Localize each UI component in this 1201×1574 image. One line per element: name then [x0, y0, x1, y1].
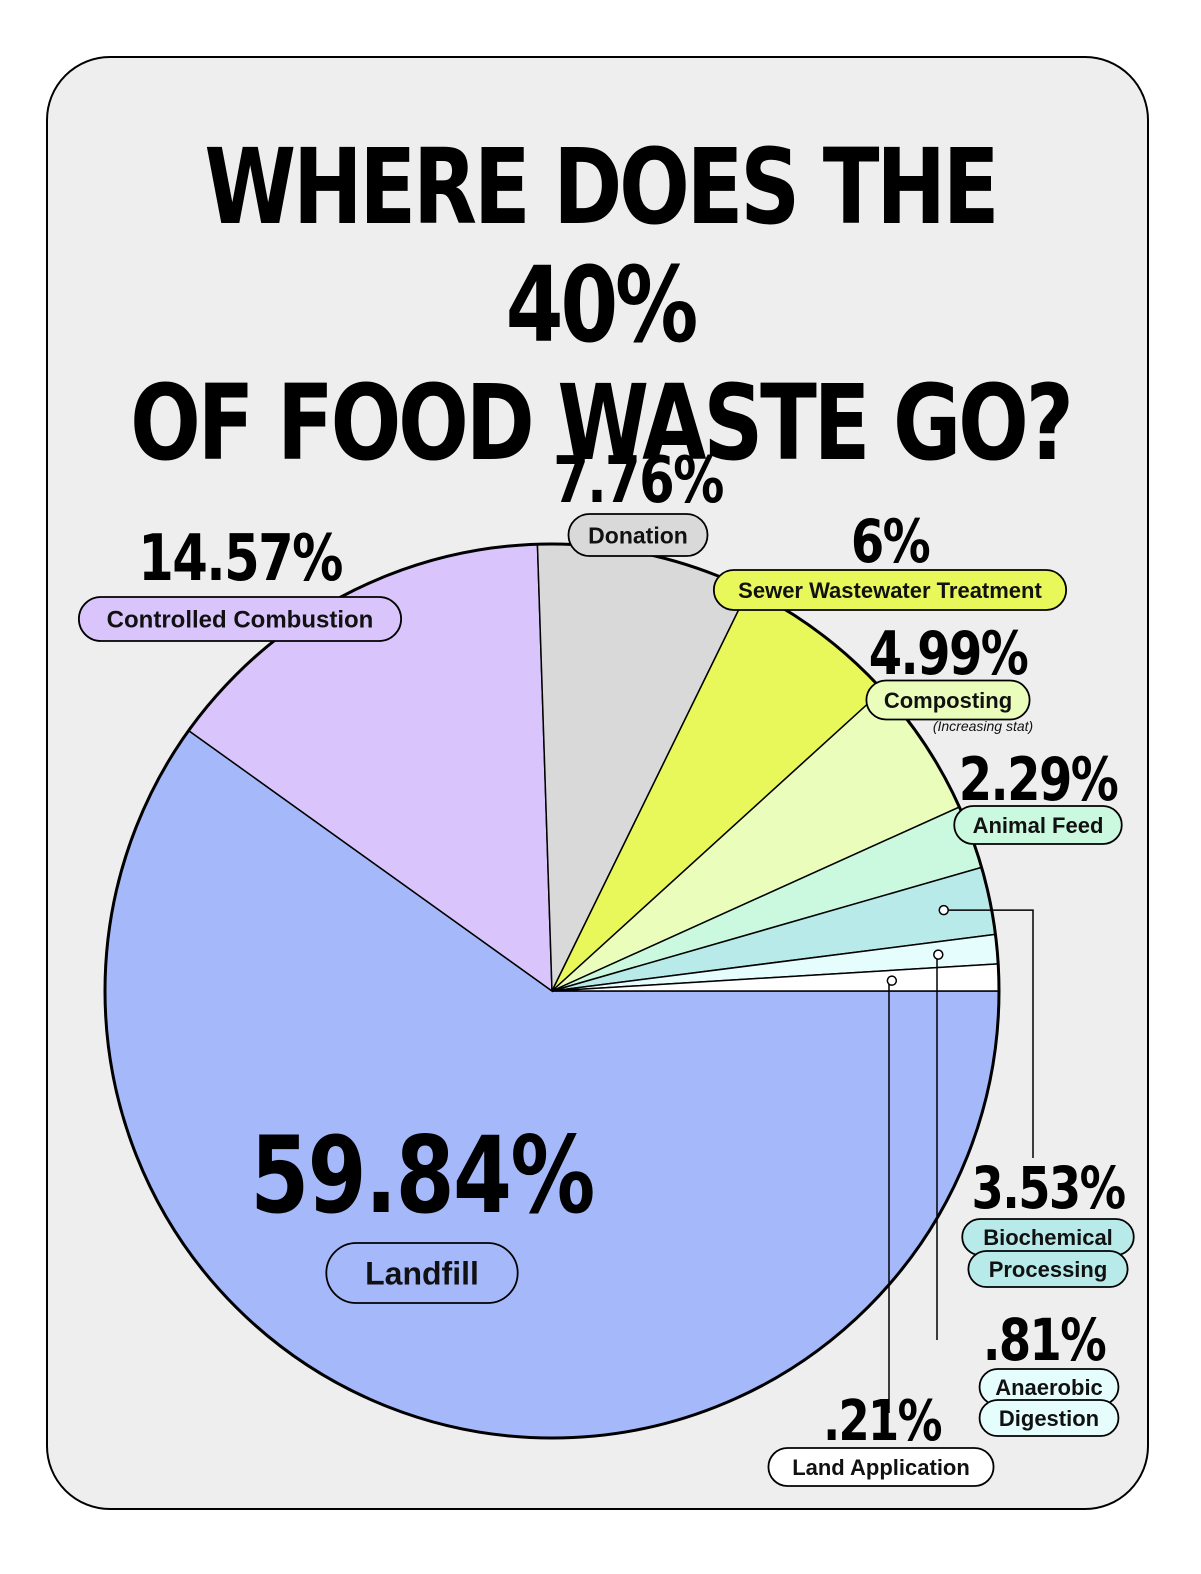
category-controlled-combustion: Controlled Combustion: [107, 607, 374, 634]
label-biochemical-processing: 3.53% Biochemical Processing: [961, 1155, 1135, 1288]
value-landfill: 59.84%: [250, 1114, 594, 1238]
label-pill-donation: [567, 513, 709, 557]
value-donation: 7.76%: [553, 442, 723, 517]
label-anaerobic-digestion: .81%Anaerobic Digestion: [978, 1307, 1120, 1437]
value-anaerobic-digestion: .81%: [983, 1307, 1105, 1374]
note-composting: (Increasing stat): [933, 718, 1033, 734]
category-animal-feed: Animal Feed: [973, 813, 1104, 838]
label-pill-anaerobic-digestion: [978, 1399, 1120, 1437]
category-sewer-wastewater-treatment: Sewer Wastewater Treatment: [738, 578, 1042, 603]
value-sewer-wastewater-treatment: 6%: [851, 507, 930, 577]
label-pill-landfill: [325, 1242, 519, 1304]
label-land-application: .21%Land Application: [767, 1388, 995, 1487]
pie-outline: [103, 542, 1001, 1440]
category-composting: Composting: [884, 688, 1012, 713]
title-line-2: OF FOOD WASTE GO?: [130, 362, 1074, 484]
leader-biochemical-processing: [943, 909, 1034, 1158]
value-animal-feed: 2.29%: [959, 745, 1118, 815]
category-landfill: Landfill: [365, 1256, 479, 1292]
slice-labels: 59.84% Landfill 14.57% Controlled Combustio…: [77, 442, 1135, 1487]
leader-dot-land-application: [886, 975, 898, 986]
label-pill-controlled-combustion: [77, 596, 403, 642]
label-controlled-combustion: 14.57% Controlled Combustion: [77, 520, 403, 642]
label-composting: 4.99%Composting (Increasing stat): [865, 619, 1033, 734]
leader-dot-anaerobic-digestion: [933, 949, 944, 960]
pie-slices: [103, 542, 1001, 1440]
label-landfill: 59.84% Landfill: [250, 1114, 595, 1304]
category-anaerobic-digestion: Anaerobic: [995, 1375, 1103, 1400]
label-pill-biochemical-processing: [967, 1250, 1129, 1288]
chart-title: WHERE DOES THE 40% OF FOOD WASTE GO?: [120, 128, 1081, 482]
category-anaerobic-digestion: Digestion: [999, 1406, 1099, 1431]
category-land-application: Land Application: [792, 1455, 970, 1480]
value-controlled-combustion: 14.57%: [138, 520, 342, 595]
title-line-1: WHERE DOES THE 40%: [204, 126, 999, 366]
label-pill-land-application: [767, 1447, 995, 1487]
label-pill-animal-feed: [953, 805, 1123, 845]
label-donation: 7.76% Donation: [553, 442, 725, 557]
value-biochemical-processing: 3.53%: [972, 1155, 1125, 1222]
label-sewer-wastewater-treatment: 6%Sewer Wastewater Treatment: [712, 507, 1068, 611]
category-biochemical-processing: Biochemical: [983, 1225, 1113, 1250]
label-animal-feed: 2.29%Animal Feed: [953, 745, 1123, 845]
label-pill-composting: [865, 679, 1031, 721]
value-composting: 4.99%: [869, 619, 1028, 689]
label-pill-sewer-wastewater-treatment: [712, 569, 1068, 611]
category-donation: Donation: [588, 522, 688, 548]
leader-dot-biochemical-processing: [938, 904, 949, 916]
leader-lines: [886, 904, 1034, 1413]
category-biochemical-processing: Processing: [989, 1257, 1108, 1282]
value-land-application: .21%: [823, 1388, 942, 1453]
